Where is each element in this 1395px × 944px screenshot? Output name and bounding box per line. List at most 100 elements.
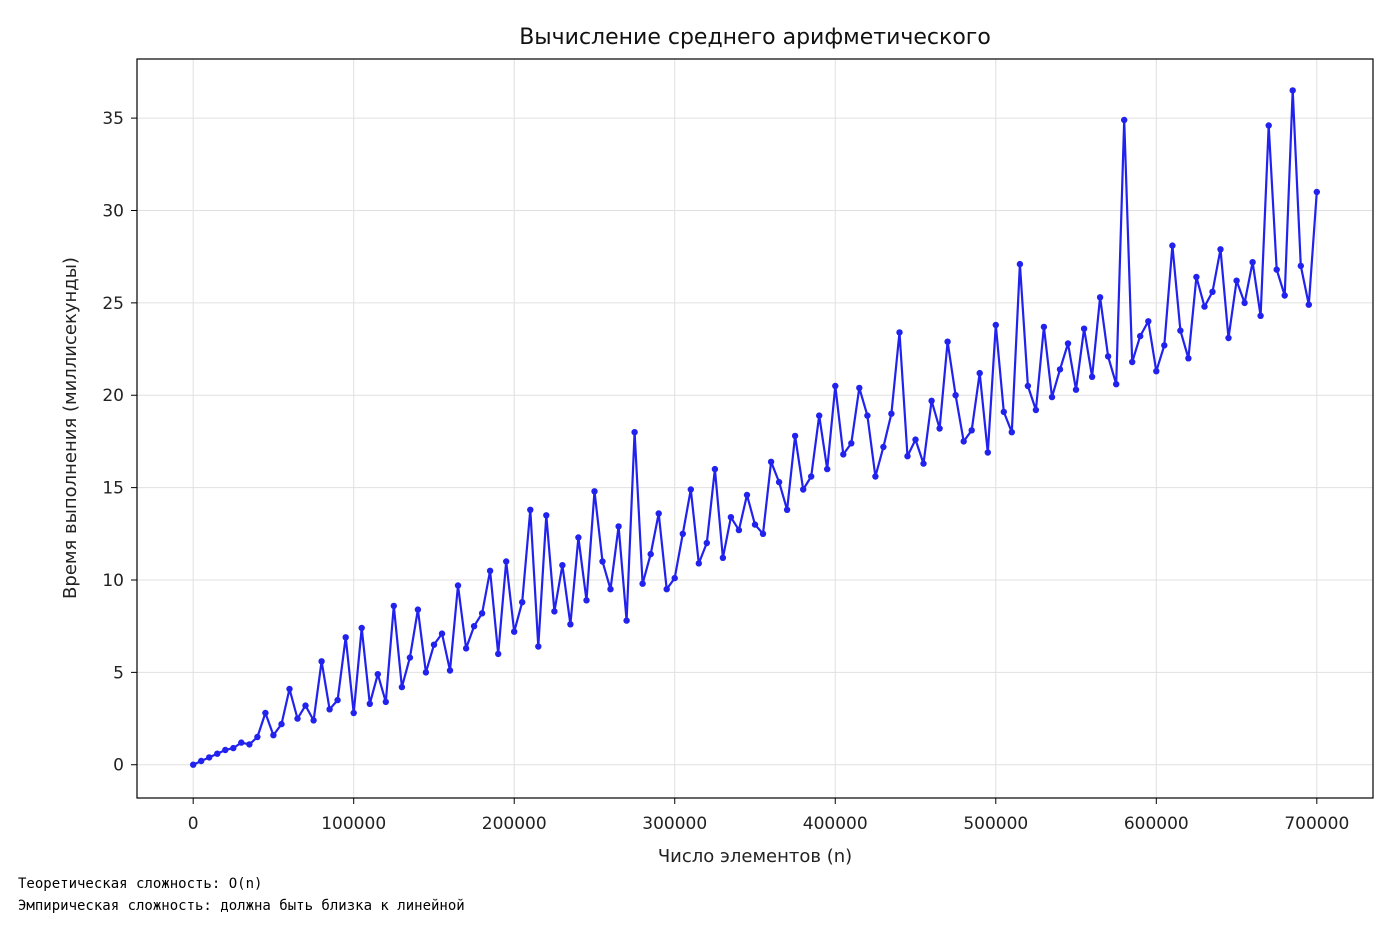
data-point (896, 329, 903, 336)
data-point (254, 733, 261, 741)
data-point (759, 530, 767, 537)
data-point (631, 429, 638, 436)
data-point (406, 654, 414, 661)
data-point (262, 709, 269, 717)
data-point (334, 696, 341, 704)
data-point (791, 432, 799, 440)
data-point (1233, 277, 1240, 284)
x-tick-label: 500000 (963, 814, 1028, 834)
data-point (382, 698, 389, 706)
data-point (454, 582, 462, 589)
data-point (495, 650, 502, 658)
data-point (543, 512, 550, 519)
data-point (695, 560, 702, 567)
x-tick-label: 400000 (803, 814, 868, 834)
x-tick-label: 700000 (1284, 814, 1349, 834)
data-point (944, 338, 951, 345)
data-point (824, 465, 831, 473)
data-point (655, 510, 662, 517)
data-point (486, 567, 494, 574)
data-point (230, 744, 237, 752)
data-point (1016, 260, 1024, 268)
data-point (1137, 332, 1144, 340)
x-tick-label: 0 (188, 814, 199, 834)
data-point (856, 384, 863, 392)
y-tick-label: 15 (102, 479, 124, 499)
data-point (462, 645, 470, 652)
data-point (832, 382, 839, 390)
data-point (438, 630, 446, 637)
data-point (952, 392, 959, 399)
data-point (767, 458, 775, 465)
data-point (783, 506, 791, 513)
data-point (246, 741, 253, 748)
data-point (206, 754, 213, 761)
data-point (1185, 355, 1192, 362)
data-point (519, 599, 526, 606)
data-point (1032, 406, 1040, 414)
data-point (503, 558, 510, 565)
x-tick-label: 200000 (482, 814, 547, 834)
y-tick-label: 0 (113, 756, 124, 776)
data-point (743, 491, 751, 499)
data-point (1281, 292, 1288, 299)
data-point (1313, 188, 1321, 196)
data-point (607, 586, 614, 593)
data-point (872, 473, 879, 480)
data-point (848, 440, 855, 447)
data-point (1072, 386, 1080, 393)
series-layer (190, 87, 1321, 768)
data-point (350, 709, 357, 717)
data-point (912, 436, 919, 443)
y-tick-label: 30 (102, 201, 124, 221)
data-point (719, 554, 727, 561)
data-point (1088, 373, 1096, 380)
data-point (1008, 429, 1015, 436)
data-point (591, 488, 598, 495)
data-point (414, 606, 422, 613)
data-point (639, 580, 646, 587)
data-point (1096, 294, 1104, 301)
data-point (366, 700, 373, 707)
data-point (470, 623, 478, 630)
data-point (920, 460, 927, 467)
data-point (928, 397, 935, 404)
data-point (1217, 246, 1224, 253)
data-point (302, 702, 309, 709)
data-point (687, 486, 694, 493)
data-point (1201, 303, 1208, 310)
data-point (398, 683, 406, 691)
data-point (270, 732, 277, 739)
data-point (751, 521, 759, 528)
series-line (192, 89, 1318, 766)
grid (137, 59, 1373, 798)
y-tick-label: 10 (102, 571, 124, 591)
data-point (1129, 358, 1136, 366)
data-point (1121, 116, 1128, 124)
y-axis-label: Время выполнения (миллисекунды) (60, 257, 81, 599)
data-point (446, 667, 454, 674)
data-point (880, 443, 887, 451)
y-axis-ticks: 0 5 10 15 20 25 30 35 (102, 109, 137, 776)
data-point (904, 453, 911, 460)
data-point (703, 539, 710, 547)
data-point (535, 643, 542, 650)
data-point (222, 746, 229, 754)
data-point (936, 425, 943, 432)
data-point (1169, 242, 1176, 249)
data-point (1257, 312, 1264, 319)
data-point (1289, 87, 1296, 94)
plot-frame (136, 58, 1374, 799)
data-point (1145, 318, 1152, 325)
data-point (992, 321, 999, 329)
data-point (390, 602, 397, 610)
data-point (1161, 342, 1168, 349)
data-point (310, 717, 317, 724)
data-point (358, 624, 365, 632)
data-point (1225, 334, 1232, 342)
data-point (775, 478, 783, 486)
data-point (551, 608, 558, 615)
data-point (727, 514, 735, 521)
y-tick-label: 5 (113, 663, 124, 683)
data-point (342, 634, 349, 641)
